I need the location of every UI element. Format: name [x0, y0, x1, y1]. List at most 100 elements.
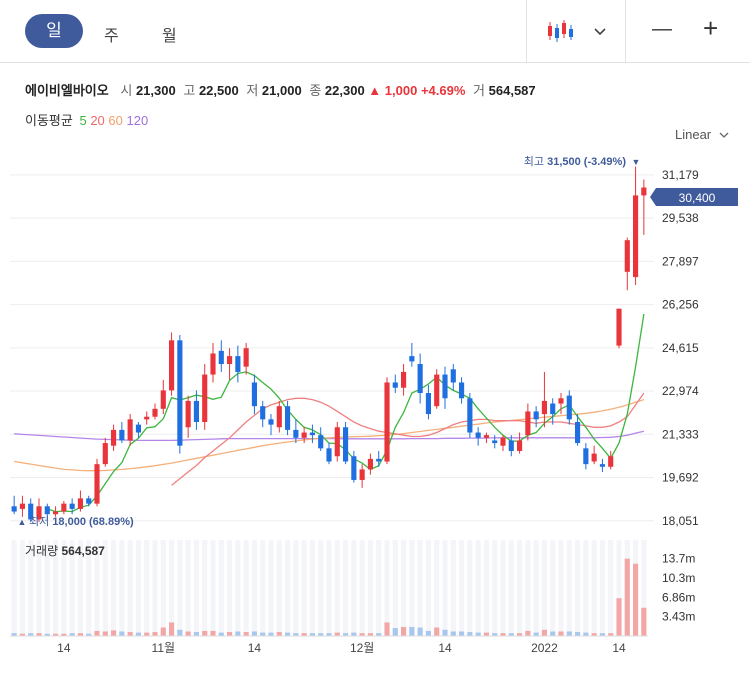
candle-body	[599, 464, 605, 467]
volume-slot	[409, 540, 415, 636]
volume-slot	[608, 540, 614, 636]
candle	[44, 503, 50, 520]
volume-slot	[558, 540, 564, 636]
volume-bar	[583, 632, 589, 636]
chevron-down-icon	[719, 132, 729, 138]
ma120-legend[interactable]: 120	[126, 113, 149, 128]
volume-panel-title: 거래량 564,587	[25, 544, 105, 558]
candle	[343, 421, 349, 465]
candlestick-type-icon[interactable]	[546, 20, 576, 44]
volume-bar	[624, 558, 630, 636]
volume-slot	[376, 540, 382, 636]
volume-bar	[459, 631, 465, 636]
tab-day[interactable]: 일	[25, 14, 83, 48]
candle-body	[624, 240, 630, 272]
zoom-out-button[interactable]: —	[652, 18, 672, 40]
candle	[326, 443, 332, 465]
candle	[633, 166, 639, 285]
candle	[77, 490, 83, 512]
chevron-down-icon[interactable]	[594, 24, 606, 42]
candle	[525, 403, 531, 441]
volume-bar	[367, 633, 373, 636]
candle	[575, 414, 581, 446]
volume-slot	[293, 540, 299, 636]
volume-bar	[442, 629, 448, 636]
volume-bar	[69, 633, 75, 636]
volume-bar	[301, 633, 307, 636]
volume-slot	[616, 540, 622, 636]
candle	[102, 437, 108, 467]
candle-body	[193, 400, 199, 422]
volume-bar	[318, 633, 324, 636]
candle	[351, 450, 357, 483]
volume-slot	[268, 540, 274, 636]
zoom-in-button[interactable]: +	[703, 13, 719, 43]
candle	[376, 450, 382, 467]
candle-body	[111, 429, 117, 446]
tab-week[interactable]: 주	[104, 28, 119, 45]
volume-slot	[177, 540, 183, 636]
volume-slot	[251, 540, 257, 636]
tab-month[interactable]: 월	[162, 28, 177, 45]
high-label: 고	[183, 83, 196, 98]
ma60-legend[interactable]: 60	[108, 113, 123, 128]
ma5-legend[interactable]: 5	[79, 113, 87, 128]
candle	[301, 427, 307, 444]
candle-body	[144, 416, 150, 420]
candle	[392, 374, 398, 394]
volume-bar	[193, 632, 199, 636]
candle-body	[633, 195, 639, 278]
candle	[94, 458, 100, 507]
x-tick-label: 2022	[531, 641, 558, 655]
volume-slot	[193, 540, 199, 636]
stock-name: 에이비엘바이오	[25, 83, 109, 98]
volume-bar	[483, 632, 489, 636]
volume-slot	[301, 540, 307, 636]
candle	[11, 495, 17, 515]
y-tick-label: 27,897	[662, 254, 699, 268]
candle	[127, 414, 133, 446]
candle	[566, 390, 572, 425]
volume-slot	[210, 540, 216, 636]
x-tick-label: 14	[57, 641, 71, 655]
candle-body	[459, 382, 465, 399]
volume-slot	[492, 540, 498, 636]
candle	[227, 348, 233, 380]
candle	[417, 353, 423, 404]
candle	[459, 377, 465, 404]
candle	[144, 411, 150, 425]
ma-legend-label: 이동평균	[25, 113, 73, 128]
moving-average-lines	[13, 313, 645, 513]
candle	[591, 445, 597, 465]
volume-slot	[135, 540, 141, 636]
candle-body	[525, 411, 531, 436]
candle-body	[185, 400, 191, 428]
volume-slot	[467, 540, 473, 636]
volume-slot	[401, 540, 407, 636]
candle-body	[608, 456, 614, 467]
candle-body	[301, 432, 307, 438]
candles	[11, 166, 647, 523]
volume-slot	[500, 540, 506, 636]
volume-bar	[210, 630, 216, 636]
candle-body	[210, 353, 216, 375]
volume-slot	[276, 540, 282, 636]
ma20-legend[interactable]: 20	[90, 113, 105, 128]
volume-slot	[343, 540, 349, 636]
candle	[28, 498, 34, 523]
volume-slot	[450, 540, 456, 636]
candle	[19, 495, 25, 517]
volume-slot	[591, 540, 597, 636]
volume-bar	[351, 632, 357, 636]
volume-slot	[202, 540, 208, 636]
scale-mode-selector[interactable]: Linear	[675, 127, 729, 142]
candle-body	[425, 393, 431, 415]
candle-body	[36, 506, 42, 520]
candle-body	[434, 374, 440, 407]
candle	[111, 424, 117, 451]
candle-body	[359, 469, 365, 480]
candle-body	[127, 419, 133, 441]
volume-slot	[28, 540, 34, 636]
candle-body	[533, 411, 539, 420]
